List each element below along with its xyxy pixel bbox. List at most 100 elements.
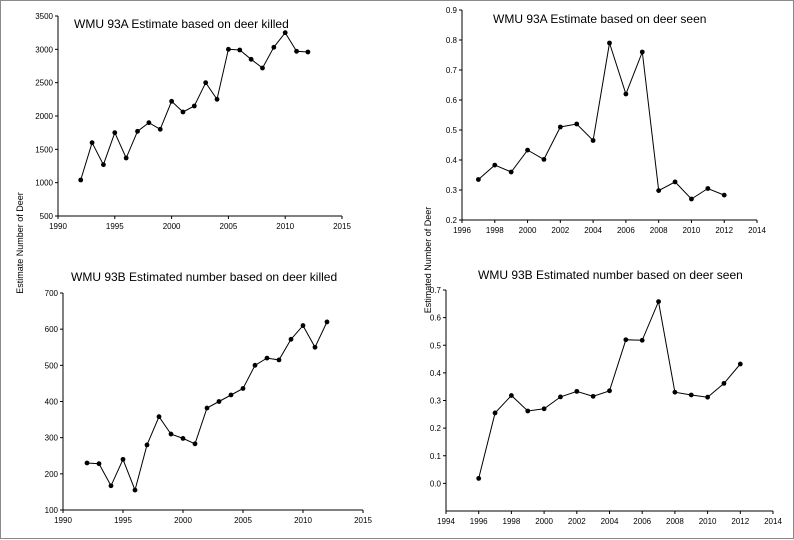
x-tick-label: 1996 <box>470 517 488 526</box>
data-point <box>204 405 210 411</box>
y-tick-label: 0.8 <box>446 36 458 45</box>
x-tick-label: 2010 <box>294 516 312 525</box>
data-point <box>607 388 612 394</box>
y-tick-label: 0.0 <box>430 479 442 488</box>
x-tick-label: 1995 <box>106 222 124 231</box>
y-tick-label: 3500 <box>35 12 53 21</box>
data-point <box>721 192 727 198</box>
y-tick-label: 100 <box>45 506 59 515</box>
chart-1: 500 1000 1500 2000 2500 3000 3500 1990 1995 2000 2… <box>15 12 351 294</box>
data-point <box>237 47 243 53</box>
data-point <box>288 336 294 342</box>
series-line <box>478 42 725 200</box>
data-point <box>252 362 258 368</box>
y-tick-label: 0.2 <box>446 216 458 225</box>
y-tick-label: 0.7 <box>430 286 442 295</box>
data-point <box>475 177 481 182</box>
chart-title: WMU 93A Estimate based on deer killed <box>74 17 289 31</box>
y-tick-label: 1000 <box>35 179 53 188</box>
data-point <box>282 30 288 36</box>
data-point <box>226 46 231 52</box>
y-tick-label: 0.1 <box>430 452 442 461</box>
data-point <box>607 40 612 46</box>
y-tick-label: 300 <box>45 434 59 443</box>
data-point <box>169 98 175 104</box>
data-point <box>108 483 114 489</box>
data-point <box>590 393 596 399</box>
data-point <box>191 103 197 109</box>
data-point <box>525 408 531 414</box>
data-point <box>324 319 330 325</box>
x-tick-label: 1990 <box>54 516 72 525</box>
x-tick-label: 2000 <box>174 516 192 525</box>
data-point <box>240 386 246 391</box>
data-point <box>689 196 694 202</box>
x-tick-label: 2015 <box>354 516 372 525</box>
data-point <box>78 177 84 183</box>
data-point <box>192 441 198 447</box>
data-point <box>123 155 129 161</box>
x-tick-label: 2004 <box>584 226 602 235</box>
data-point <box>656 188 662 194</box>
data-point <box>157 126 163 132</box>
data-point <box>558 394 563 400</box>
x-tick-label: 2006 <box>617 226 635 235</box>
data-point <box>101 162 106 168</box>
x-tick-label: 2005 <box>234 516 252 525</box>
y-tick-label: 0.9 <box>446 6 458 15</box>
x-tick-label: 2004 <box>601 517 619 526</box>
y-tick-label: 600 <box>45 325 59 334</box>
data-point <box>132 487 138 493</box>
data-point <box>146 120 152 126</box>
y-tick-label: 0.2 <box>430 424 442 433</box>
data-point <box>688 392 694 398</box>
data-point <box>294 48 299 54</box>
y-tick-label: 2500 <box>35 79 53 88</box>
chart-title: WMU 93A Estimate based on deer seen <box>493 12 706 26</box>
data-point <box>705 394 710 400</box>
data-point <box>276 357 282 363</box>
y-axis-label: Estimate Number of Deer <box>15 192 25 294</box>
data-point <box>509 393 514 398</box>
data-point <box>623 91 629 97</box>
x-tick-label: 2008 <box>650 226 668 235</box>
data-point <box>476 476 482 481</box>
data-point <box>312 344 318 350</box>
y-tick-label: 0.5 <box>430 341 442 350</box>
data-point <box>248 56 254 62</box>
chart-3: 100 200 300 400 500 600 700 1990 1995 2000 2005 201… <box>45 270 373 525</box>
data-point <box>135 128 140 134</box>
x-tick-label: 2006 <box>633 517 651 526</box>
data-point <box>721 380 727 386</box>
data-point <box>180 435 186 441</box>
data-point <box>305 49 311 55</box>
x-tick-label: 2000 <box>163 222 181 231</box>
y-tick-label: 0.3 <box>446 186 458 195</box>
data-point <box>120 456 126 462</box>
y-tick-label: 0.4 <box>430 369 442 378</box>
data-point <box>180 109 186 115</box>
x-tick-label: 2010 <box>276 222 294 231</box>
data-point <box>168 431 174 437</box>
x-tick-label: 1995 <box>114 516 132 525</box>
data-point <box>574 388 580 394</box>
data-point <box>89 140 95 146</box>
data-point <box>216 399 222 404</box>
data-point <box>639 49 645 55</box>
data-point <box>623 337 629 343</box>
y-axis-label: Estimated Number of Deer <box>423 207 433 314</box>
chart-4: 0.0 0.1 0.2 0.3 0.4 0.5 0.6 0.7 1994 1996 1998 2000… <box>430 268 783 526</box>
x-tick-label: 1998 <box>486 226 504 235</box>
data-point <box>144 442 150 448</box>
y-tick-label: 0.3 <box>430 397 442 406</box>
x-tick-label: 2002 <box>568 517 586 526</box>
x-tick-label: 2015 <box>333 222 351 231</box>
data-point <box>737 361 743 367</box>
data-point <box>541 406 547 412</box>
x-tick-label: 1990 <box>49 222 67 231</box>
data-point <box>112 130 118 136</box>
x-tick-label: 2010 <box>699 517 717 526</box>
data-point <box>156 414 162 420</box>
data-point <box>557 124 563 130</box>
